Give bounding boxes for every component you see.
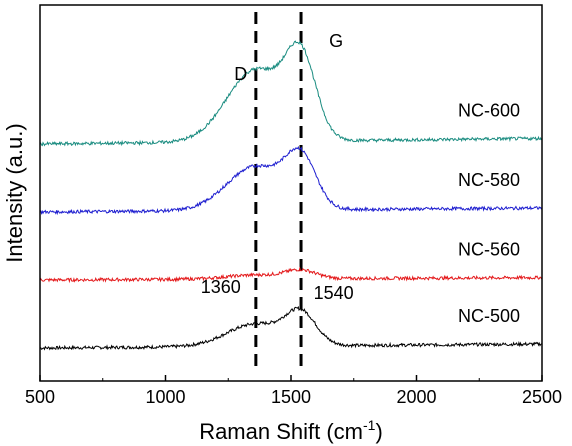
x-tick-label: 2000 — [396, 387, 436, 407]
reference-lines — [254, 12, 303, 372]
x-tick-label: 2500 — [522, 387, 562, 407]
x-axis-title-suffix: ) — [375, 419, 382, 444]
x-axis-title: Raman Shift (cm-1) — [199, 417, 383, 444]
y-axis-title: Intensity (a.u.) — [2, 123, 27, 262]
series-line-nc-600 — [39, 40, 542, 147]
annotation-g: G — [329, 31, 343, 51]
series-line-nc-560 — [39, 266, 542, 284]
annotation-d: D — [234, 64, 247, 84]
annotation-1540: 1540 — [314, 283, 354, 303]
series-label-nc-560: NC-560 — [458, 240, 520, 260]
x-axis: 500 1000 1500 2000 2500 — [25, 375, 562, 407]
x-axis-title-superscript: -1 — [363, 417, 376, 433]
x-tick-label: 1500 — [271, 387, 311, 407]
series-labels: NC-500 NC-560 NC-580 NC-600 — [458, 100, 520, 326]
series-line-nc-580 — [39, 145, 542, 216]
series-label-nc-600: NC-600 — [458, 100, 520, 120]
x-tick-label: 1000 — [145, 387, 185, 407]
series-group — [39, 40, 542, 351]
series-label-nc-580: NC-580 — [458, 170, 520, 190]
x-axis-title-main: Raman Shift (cm — [199, 419, 363, 444]
series-label-nc-500: NC-500 — [458, 306, 520, 326]
x-tick-label: 500 — [25, 387, 55, 407]
annotations: D G 1360 1540 — [201, 31, 354, 303]
series-line-nc-500 — [39, 305, 542, 351]
annotation-1360: 1360 — [201, 277, 241, 297]
